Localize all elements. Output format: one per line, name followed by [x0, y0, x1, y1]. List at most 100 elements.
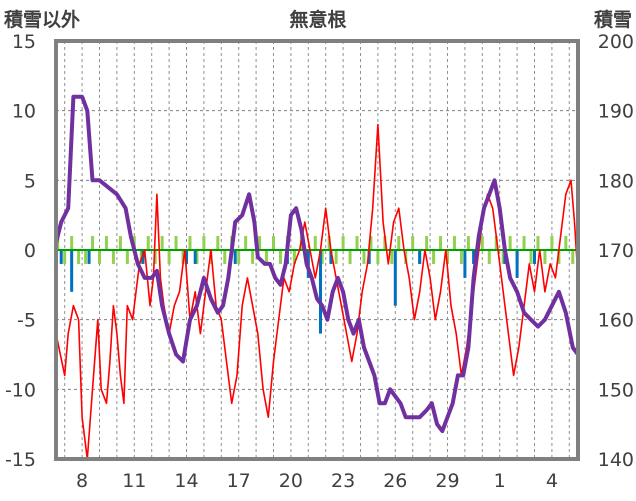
- snow_change-bar: [425, 236, 429, 250]
- x-tick-label: 17: [227, 470, 251, 492]
- right-tick-label: 150: [598, 379, 634, 401]
- snow_change-bar: [223, 250, 227, 264]
- left-tick-label: 10: [12, 101, 36, 123]
- right-tick-label: 170: [598, 240, 634, 262]
- precipitation-bar: [533, 250, 536, 264]
- snow_change-bar: [125, 250, 129, 264]
- line-series: [54, 94, 580, 460]
- snow_change-bar: [348, 250, 352, 264]
- precipitation-bar: [141, 250, 145, 264]
- snow_change-bar: [550, 236, 554, 250]
- right-tick-label: 160: [598, 310, 634, 332]
- snow_depth-line: [54, 94, 580, 434]
- snow_change-bar: [432, 250, 436, 264]
- x-tick-label: 11: [122, 470, 146, 492]
- snow_change-bar: [91, 236, 95, 250]
- right-tick-label: 180: [598, 170, 634, 192]
- snow_change-bar: [564, 236, 568, 250]
- bar-series: [56, 236, 575, 334]
- snow_change-bar: [111, 250, 115, 264]
- x-tick-label: 23: [331, 470, 355, 492]
- x-tick-label: 8: [76, 470, 88, 492]
- left-tick-label: 15: [12, 31, 36, 53]
- right-tick-label: 200: [598, 31, 634, 53]
- snow_change-bar: [146, 236, 150, 250]
- precipitation-bar: [193, 250, 197, 264]
- x-tick-label: 14: [174, 470, 198, 492]
- snow_change-bar: [153, 250, 157, 264]
- snow_change-bar: [327, 236, 331, 250]
- snow_change-bar: [251, 250, 255, 264]
- snow_change-bar: [63, 250, 67, 264]
- snow_change-bar: [118, 236, 122, 250]
- precipitation-bar: [367, 250, 371, 264]
- snow_change-bar: [181, 250, 185, 264]
- snow_change-bar: [487, 250, 491, 264]
- precipitation-bar: [418, 250, 422, 264]
- snow_change-bar: [411, 236, 415, 250]
- x-tick-label: 1: [494, 470, 506, 492]
- snow_change-bar: [466, 236, 470, 250]
- x-tick-label: 20: [279, 470, 303, 492]
- snow_change-bar: [390, 250, 394, 264]
- snow_change-bar: [508, 236, 512, 250]
- snow_change-bar: [188, 236, 192, 250]
- left-axis-label: 積雪以外: [4, 8, 80, 31]
- x-tick-label: 29: [435, 470, 459, 492]
- precipitation-bar: [185, 250, 188, 264]
- snow_change-bar: [369, 236, 373, 250]
- left-axis-ticks: 15 10 5 0 -5 -10 -15: [5, 31, 36, 471]
- chart-title: 無意根: [289, 8, 346, 31]
- precipitation-bar: [87, 250, 91, 264]
- snow_change-bar: [459, 250, 463, 264]
- snow_change-bar: [278, 250, 282, 264]
- right-tick-label: 140: [598, 449, 634, 471]
- x-tick-label: 4: [546, 470, 558, 492]
- precipitation-bar: [515, 250, 519, 278]
- snow_change-bar: [313, 236, 317, 250]
- precipitation-bar: [472, 250, 476, 264]
- snow_change-bar: [202, 236, 206, 250]
- snow_change-bar: [522, 236, 526, 250]
- precipitation-bar: [393, 250, 397, 306]
- x-tick-label: 26: [383, 470, 407, 492]
- left-tick-label: 5: [24, 170, 36, 192]
- snow_change-bar: [494, 236, 498, 250]
- temperature-line: [55, 123, 579, 460]
- precipitation-bar: [59, 250, 63, 264]
- snow_change-bar: [292, 250, 296, 264]
- snow_change-bar: [160, 236, 164, 250]
- snow_change-bar: [536, 236, 540, 250]
- plot-frame: [54, 39, 580, 461]
- precipitation-bar: [233, 250, 237, 264]
- snow_change-bar: [320, 250, 324, 264]
- snow_change-bar: [557, 250, 561, 264]
- snow_change-bar: [98, 250, 101, 264]
- right-axis-label: 積雪: [594, 8, 632, 31]
- left-tick-label: -15: [5, 449, 36, 471]
- snow_change-bar: [446, 250, 449, 264]
- snow_change-bar: [341, 236, 345, 250]
- precipitation-bar: [70, 250, 74, 292]
- snow_change-bar: [237, 250, 241, 264]
- snow_change-bar: [104, 236, 108, 250]
- snow_change-bar: [452, 236, 456, 250]
- snow_change-bar: [571, 250, 575, 264]
- precipitation-bar: [318, 250, 322, 334]
- left-tick-label: -5: [17, 310, 36, 332]
- left-tick-label: 0: [24, 240, 36, 262]
- snow_change-bar: [355, 236, 359, 250]
- precipitation-bar: [463, 250, 467, 278]
- snow_change-bar: [543, 250, 547, 264]
- snow_change-bar: [84, 250, 88, 264]
- snow_change-bar: [383, 236, 387, 250]
- snow_change-bar: [362, 250, 366, 264]
- snow_change-bar: [167, 250, 171, 264]
- snow_change-bar: [397, 236, 401, 250]
- snow_change-bar: [77, 250, 81, 264]
- snow_change-bar: [439, 236, 443, 250]
- snow_change-bar: [244, 236, 248, 250]
- snow_change-bar: [272, 236, 275, 250]
- right-tick-label: 190: [598, 101, 634, 123]
- snow_change-bar: [334, 250, 338, 264]
